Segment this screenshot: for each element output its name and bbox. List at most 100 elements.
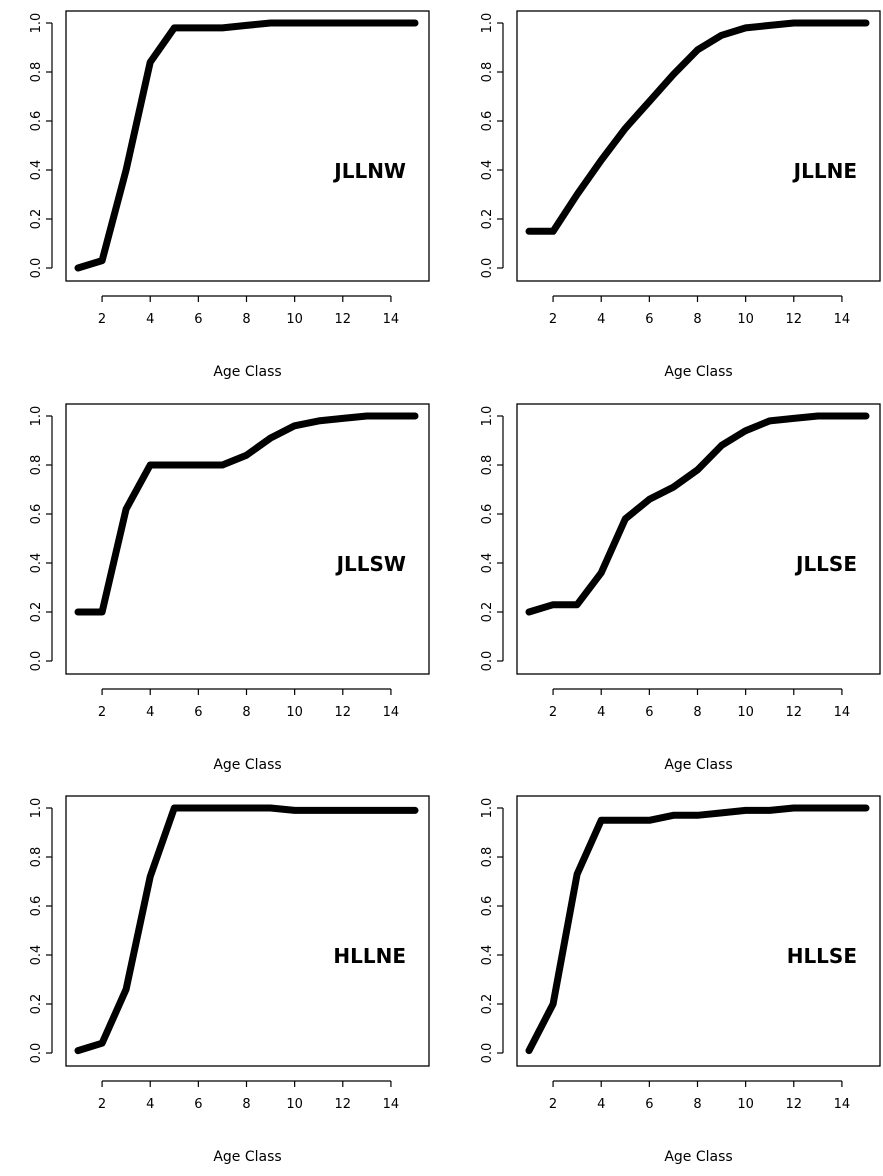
x-tick-label: 8	[693, 1097, 701, 1112]
panel-label: HLLNE	[333, 944, 406, 968]
x-axis-title: Age Class	[213, 1149, 281, 1165]
y-tick-label: 0.8	[480, 62, 495, 83]
y-tick-label: 0.8	[29, 455, 44, 476]
x-tick-label: 6	[194, 312, 202, 327]
series-line	[74, 412, 419, 616]
y-tick-label: 0.8	[29, 62, 44, 83]
x-tick-label: 4	[597, 1097, 605, 1112]
y-tick-label: 0.6	[480, 896, 495, 917]
y-tick-label: 0.2	[480, 209, 495, 230]
panel-label: HLLSE	[787, 944, 857, 968]
y-tick-label: 0.4	[480, 160, 495, 181]
x-axis-title: Age Class	[664, 364, 732, 380]
y-tick-label: 1.0	[480, 13, 495, 34]
y-tick-label: 0.0	[29, 651, 44, 672]
x-tick-label: 8	[693, 312, 701, 327]
x-tick-label: 10	[737, 312, 754, 327]
y-tick-label: 0.6	[480, 111, 495, 132]
x-tick-label: 10	[286, 705, 303, 720]
plot-frame	[516, 795, 881, 1067]
panel-label: JLLSW	[335, 552, 406, 576]
y-tick-label: 0.8	[29, 847, 44, 868]
series-line	[525, 412, 870, 616]
y-tick-label: 0.6	[29, 111, 44, 132]
chart-panel: 2 4 6 8 10 12 14 0.0 0.2 0.4 0.6 0.8 1.0 Age Class JLL…	[451, 393, 883, 784]
y-tick-label: 0.8	[480, 847, 495, 868]
y-tick-label: 0.2	[480, 602, 495, 623]
x-tick-label: 8	[242, 705, 250, 720]
x-tick-label: 6	[194, 705, 202, 720]
chart-svg: 2 4 6 8 10 12 14 0.0 0.2 0.4 0.6 0.8 1.0 Age Class JLL…	[29, 403, 430, 773]
y-tick-label: 0.2	[29, 602, 44, 623]
chart-svg: 2 4 6 8 10 12 14 0.0 0.2 0.4 0.6 0.8 1.0 Age Class JLL…	[480, 10, 881, 380]
x-axis-title: Age Class	[213, 364, 281, 380]
y-tick-label: 0.6	[29, 896, 44, 917]
y-tick-label: 1.0	[29, 406, 44, 427]
y-tick-label: 0.4	[29, 160, 44, 181]
x-tick-label: 12	[786, 312, 803, 327]
panel-label: JLLSE	[794, 552, 857, 576]
chart-panel: 2 4 6 8 10 12 14 0.0 0.2 0.4 0.6 0.8 1.0 Age Class HLL…	[0, 785, 440, 1176]
x-tick-label: 12	[335, 312, 352, 327]
x-tick-label: 4	[146, 312, 154, 327]
chart-svg: 2 4 6 8 10 12 14 0.0 0.2 0.4 0.6 0.8 1.0 Age Class HLL…	[480, 795, 881, 1165]
x-tick-label: 10	[737, 705, 754, 720]
x-tick-label: 14	[383, 705, 400, 720]
y-tick-label: 0.4	[29, 945, 44, 966]
y-tick-label: 1.0	[480, 798, 495, 819]
x-tick-label: 6	[194, 1097, 202, 1112]
x-tick-label: 2	[549, 312, 557, 327]
x-tick-label: 10	[286, 1097, 303, 1112]
x-tick-label: 4	[146, 1097, 154, 1112]
x-tick-label: 12	[786, 1097, 803, 1112]
y-tick-label: 0.4	[480, 945, 495, 966]
x-tick-label: 12	[335, 1097, 352, 1112]
x-axis-title: Age Class	[664, 757, 732, 773]
x-tick-label: 2	[549, 705, 557, 720]
series-line	[74, 19, 419, 272]
plot-frame	[65, 403, 430, 675]
x-tick-label: 8	[693, 705, 701, 720]
x-tick-label: 10	[737, 1097, 754, 1112]
x-axis-title: Age Class	[213, 757, 281, 773]
y-tick-label: 0.0	[29, 1043, 44, 1064]
x-tick-label: 14	[834, 312, 851, 327]
y-tick-label: 0.6	[29, 504, 44, 525]
y-tick-label: 1.0	[29, 13, 44, 34]
y-tick-label: 0.0	[480, 651, 495, 672]
chart-svg: 2 4 6 8 10 12 14 0.0 0.2 0.4 0.6 0.8 1.0 Age Class HLL…	[29, 795, 430, 1165]
x-tick-label: 6	[645, 1097, 653, 1112]
x-tick-label: 8	[242, 312, 250, 327]
series-line	[525, 19, 870, 235]
panel-label: JLLNE	[792, 159, 857, 183]
x-tick-label: 8	[242, 1097, 250, 1112]
x-tick-label: 14	[383, 312, 400, 327]
y-tick-label: 1.0	[480, 406, 495, 427]
chart-panel: 2 4 6 8 10 12 14 0.0 0.2 0.4 0.6 0.8 1.0 Age Class JLL…	[451, 0, 883, 391]
plot-frame	[516, 10, 881, 282]
x-tick-label: 6	[645, 312, 653, 327]
chart-panel: 2 4 6 8 10 12 14 0.0 0.2 0.4 0.6 0.8 1.0 Age Class JLL…	[0, 0, 440, 391]
x-tick-label: 4	[597, 312, 605, 327]
y-tick-label: 0.0	[480, 1043, 495, 1064]
y-tick-label: 0.2	[29, 209, 44, 230]
y-tick-label: 0.6	[480, 504, 495, 525]
x-tick-label: 4	[597, 705, 605, 720]
y-tick-label: 0.2	[29, 994, 44, 1015]
y-tick-label: 0.4	[480, 553, 495, 574]
y-tick-label: 0.0	[29, 258, 44, 279]
x-tick-label: 12	[786, 705, 803, 720]
x-tick-label: 10	[286, 312, 303, 327]
plot-frame	[65, 795, 430, 1067]
chart-svg: 2 4 6 8 10 12 14 0.0 0.2 0.4 0.6 0.8 1.0 Age Class JLL…	[480, 403, 881, 773]
series-line	[74, 804, 419, 1055]
chart-panel: 2 4 6 8 10 12 14 0.0 0.2 0.4 0.6 0.8 1.0 Age Class JLL…	[0, 393, 440, 784]
x-tick-label: 2	[98, 705, 106, 720]
x-tick-label: 6	[645, 705, 653, 720]
series-line	[525, 804, 870, 1055]
plot-frame	[516, 403, 881, 675]
y-tick-label: 0.2	[480, 994, 495, 1015]
y-tick-label: 1.0	[29, 798, 44, 819]
chart-panel: 2 4 6 8 10 12 14 0.0 0.2 0.4 0.6 0.8 1.0 Age Class HLL…	[451, 785, 883, 1176]
